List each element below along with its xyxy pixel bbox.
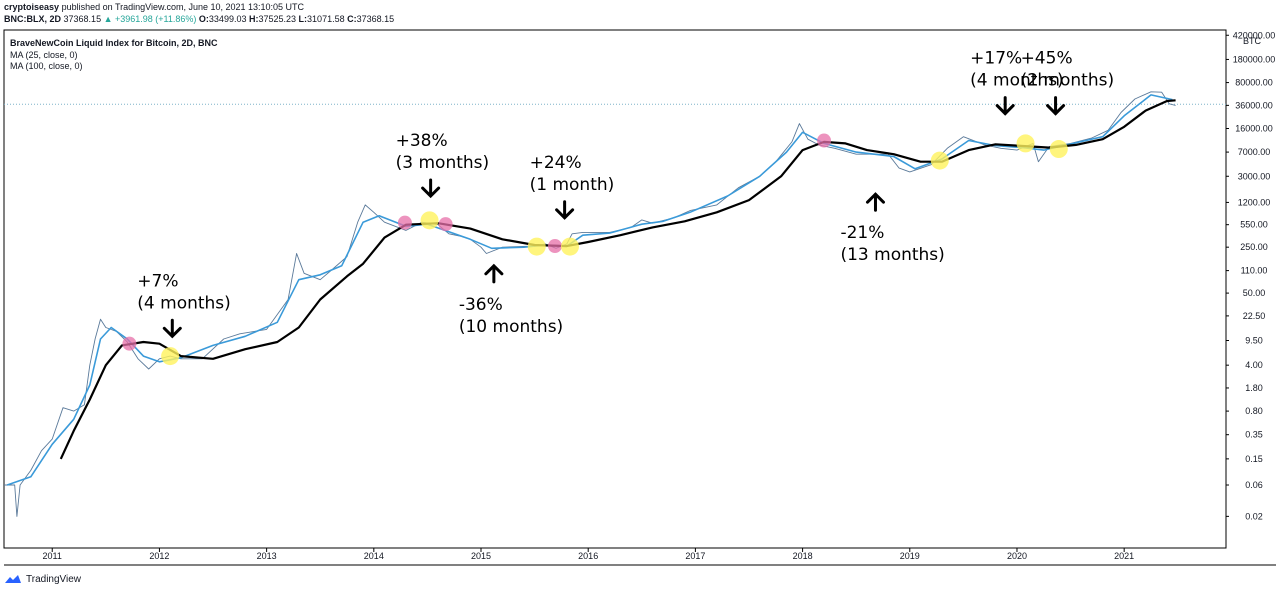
arrow-down-icon [162, 318, 182, 339]
annotation-change: +24% [530, 153, 582, 173]
pink-marker [438, 217, 453, 232]
tradingview-logo-icon [5, 575, 21, 583]
annotation: +17%(4 months) [970, 49, 1064, 116]
y-unit-label: BTC [1243, 36, 1262, 46]
y-tick-label: 180000.00 [1233, 54, 1276, 64]
x-tick-label: 2015 [471, 551, 491, 561]
annotation: +7%(4 months) [137, 271, 231, 339]
publisher-name[interactable]: cryptoiseasy [4, 2, 60, 12]
annotation: +38%(3 months) [396, 131, 490, 199]
tradingview-brand[interactable]: TradingView [4, 573, 81, 585]
legend-ma25: MA (25, close, 0) [10, 50, 78, 60]
legend-ma100: MA (100, close, 0) [10, 61, 83, 71]
x-tick-label: 2012 [149, 551, 169, 561]
low-value: 31071.58 [307, 14, 345, 24]
x-tick-label: 2014 [364, 551, 384, 561]
annotation-change: +45% [1021, 49, 1073, 69]
y-tick-label: 80000.00 [1235, 78, 1273, 88]
y-tick-label: 1.80 [1245, 383, 1263, 393]
y-tick-label: 16000.00 [1235, 124, 1273, 134]
arrow-down-icon [995, 96, 1015, 116]
annotation: +45%(2 months) [1021, 49, 1115, 116]
yellow-marker [527, 237, 546, 256]
annotation: -36%(10 months) [459, 263, 563, 337]
y-tick-label: 3000.00 [1238, 171, 1271, 181]
annotation-change: -21% [840, 223, 884, 243]
open-value: 33499.03 [208, 14, 247, 24]
y-tick-label: 7000.00 [1238, 147, 1271, 157]
y-tick-label: 50.00 [1243, 288, 1266, 298]
annotation: +24%(1 month) [530, 153, 615, 220]
annotation-duration: (3 months) [396, 153, 490, 173]
annotation-duration: (10 months) [459, 317, 563, 337]
high-value: 37525.23 [258, 14, 297, 24]
y-tick-label: 0.80 [1245, 406, 1263, 416]
annotation-duration: (2 months) [1021, 71, 1115, 91]
chart-legend-title: BraveNewCoin Liquid Index for Bitcoin, 2… [10, 38, 218, 48]
annotation-change: +17% [970, 49, 1022, 69]
x-tick-label: 2021 [1114, 551, 1134, 561]
tradingview-label: TradingView [26, 573, 82, 585]
open-label: O: [198, 14, 209, 24]
y-tick-label: 420000.00 [1233, 30, 1276, 40]
annotation-duration: (4 months) [970, 71, 1064, 91]
arrow-down-icon [555, 200, 575, 220]
annotation-change: +38% [396, 131, 448, 151]
yellow-marker [420, 211, 439, 230]
price-change: ▲ +3961.98 (+11.86%) [103, 14, 197, 24]
ma25-line [6, 94, 1173, 486]
y-tick-label: 4.00 [1245, 360, 1263, 370]
pink-marker [817, 133, 832, 148]
publish-info: cryptoiseasy published on TradingView.co… [4, 2, 304, 13]
y-tick-label: 0.02 [1245, 511, 1263, 521]
annotation-duration: (13 months) [840, 245, 944, 265]
y-tick-label: 36000.00 [1235, 100, 1273, 110]
yellow-marker [161, 347, 180, 366]
x-tick-label: 2011 [43, 551, 62, 561]
arrow-down-icon [421, 178, 441, 199]
annotation-change: +7% [137, 271, 178, 291]
high-label: H: [248, 14, 259, 24]
y-tick-label: 9.50 [1245, 335, 1263, 345]
x-tick-label: 2013 [257, 551, 277, 561]
low-label: L: [298, 14, 308, 24]
annotation: -21%(13 months) [840, 192, 945, 265]
ma100-line [59, 99, 1176, 460]
yellow-marker [930, 151, 949, 170]
yellow-marker [1049, 140, 1068, 159]
annotation-duration: (4 months) [137, 293, 231, 313]
x-tick-label: 2018 [793, 551, 813, 561]
y-tick-label: 0.35 [1245, 430, 1263, 440]
annotation-change: -36% [459, 295, 503, 315]
y-tick-label: 0.15 [1245, 454, 1263, 464]
y-tick-label: 550.00 [1240, 220, 1268, 230]
symbol-info: BNC:BLX, 2D 37368.15 ▲ +3961.98 (+11.86%… [4, 14, 394, 25]
x-tick-label: 2019 [900, 551, 920, 561]
y-tick-label: 1200.00 [1238, 197, 1271, 207]
y-tick-label: 22.50 [1243, 311, 1266, 321]
plot-frame [3, 29, 1227, 549]
y-tick-label: 250.00 [1240, 242, 1268, 252]
pink-marker [547, 239, 562, 254]
close-value: 37368.15 [356, 14, 395, 24]
published-text: published on TradingView.com, June 10, 2… [61, 2, 305, 12]
annotation-duration: (1 month) [530, 175, 615, 195]
arrow-up-icon [865, 192, 885, 212]
yellow-marker [560, 237, 579, 256]
arrow-down-icon [1046, 96, 1066, 116]
pink-marker [397, 215, 412, 230]
x-tick-label: 2020 [1007, 551, 1027, 561]
symbol: BNC:BLX, 2D [4, 14, 62, 24]
y-tick-label: 0.06 [1245, 480, 1263, 490]
arrow-up-icon [484, 263, 504, 284]
pink-marker [122, 336, 137, 351]
y-tick-label: 110.00 [1241, 266, 1268, 276]
last-price: 37368.15 [63, 14, 102, 24]
x-tick-label: 2016 [578, 551, 598, 561]
x-tick-label: 2017 [685, 551, 705, 561]
yellow-marker [1016, 134, 1035, 153]
close-label: C: [347, 14, 357, 24]
